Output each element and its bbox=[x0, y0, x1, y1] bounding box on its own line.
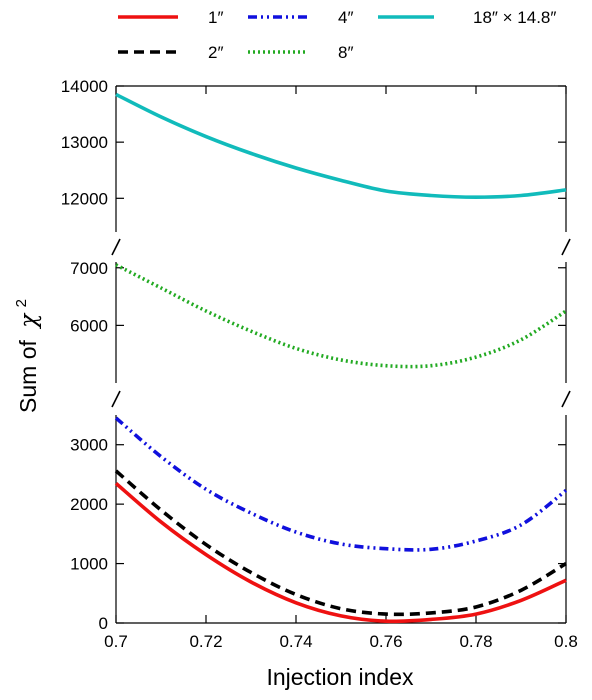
y-tick-label: 12000 bbox=[61, 189, 108, 208]
y-axis-title-symbol: χ bbox=[16, 312, 42, 330]
legend-label-2: 4″ bbox=[338, 8, 353, 27]
axis-break bbox=[561, 390, 571, 408]
y-tick-label: 3000 bbox=[70, 436, 108, 455]
legend-label-0: 1″ bbox=[208, 8, 223, 27]
legend: 1″ 2″ 4″ 8″ 18″ × 14.8″ bbox=[118, 8, 556, 62]
y-tick-label: 0 bbox=[99, 614, 108, 633]
y-axis-title-text: Sum of bbox=[15, 339, 41, 412]
series-line-0 bbox=[114, 481, 567, 624]
x-tick-label: 0.72 bbox=[189, 632, 222, 651]
x-tick-label: 0.8 bbox=[554, 632, 578, 651]
series-line-1 bbox=[114, 469, 567, 617]
x-axis-title: Injection index bbox=[266, 664, 414, 690]
y-tick-label: 14000 bbox=[61, 77, 108, 96]
y-axis-title: Sum of χ 2 bbox=[13, 299, 42, 413]
legend-label-4: 18″ × 14.8″ bbox=[473, 8, 556, 27]
x-tick-label: 0.7 bbox=[104, 632, 128, 651]
series-line-3 bbox=[115, 263, 567, 369]
axis-break bbox=[561, 238, 571, 256]
y-tick-label: 6000 bbox=[70, 316, 108, 335]
x-axis: 0.7 0.72 0.74 0.76 0.78 0.8 bbox=[104, 86, 578, 651]
series-lines bbox=[114, 92, 568, 624]
x-tick-label: 0.78 bbox=[459, 632, 492, 651]
axis-break-marks bbox=[111, 238, 571, 408]
legend-label-1: 2″ bbox=[208, 43, 223, 62]
legend-label-3: 8″ bbox=[338, 43, 353, 62]
y-tick-label: 1000 bbox=[70, 555, 108, 574]
y-axis-title-exponent: 2 bbox=[13, 299, 30, 307]
axis-break bbox=[111, 390, 121, 408]
axis-break bbox=[111, 238, 121, 256]
plot-panels: 12000 13000 14000 6000 7000 0 1000 2000 3000 bbox=[61, 77, 567, 633]
y-tick-label: 2000 bbox=[70, 495, 108, 514]
y-tick-label: 7000 bbox=[70, 259, 108, 278]
series-line-4 bbox=[115, 92, 567, 199]
y-tick-label: 13000 bbox=[61, 133, 108, 152]
x-tick-label: 0.74 bbox=[279, 632, 312, 651]
x-tick-label: 0.76 bbox=[369, 632, 402, 651]
